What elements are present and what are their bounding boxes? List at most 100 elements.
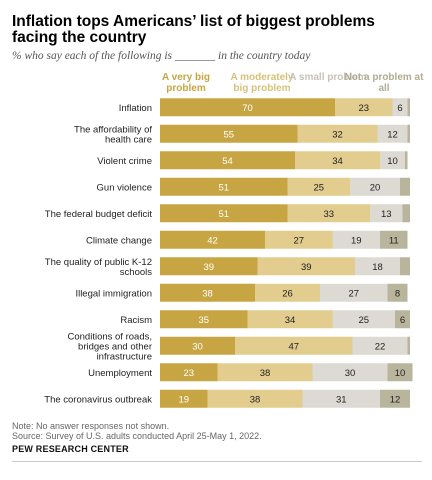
bar-segment (402, 204, 410, 223)
bar-segment (407, 124, 410, 143)
data-label: 23 (358, 103, 369, 114)
data-label: 12 (390, 394, 401, 405)
category-label: Violent crime (97, 156, 152, 167)
data-label: 12 (387, 129, 398, 140)
note-text: Note: No answer responses not shown. (12, 421, 170, 431)
divider (12, 461, 422, 462)
bar-segment (160, 151, 295, 170)
data-label: 34 (285, 315, 296, 326)
bar-segment (320, 283, 388, 302)
bar-segment (287, 204, 370, 223)
data-label: 35 (198, 315, 209, 326)
data-label: 18 (372, 262, 383, 273)
data-label: 51 (218, 182, 229, 193)
bar-segment (207, 389, 303, 408)
bar-segment (355, 257, 400, 276)
bar-segment (377, 124, 408, 143)
data-label: 13 (381, 209, 392, 220)
data-label: 38 (250, 394, 261, 405)
bar-segment (257, 257, 355, 276)
bar-segment (160, 204, 288, 223)
category-label: Climate change (86, 235, 152, 246)
data-label: 19 (351, 235, 362, 246)
data-label: 6 (400, 315, 405, 326)
data-label: 47 (288, 341, 299, 352)
bar-segment (400, 257, 410, 276)
data-label: 31 (336, 394, 347, 405)
bar-segment (160, 230, 265, 249)
data-label: 38 (202, 288, 213, 299)
data-label: 30 (345, 368, 356, 379)
bar-segment (247, 310, 333, 329)
org-label: PEW RESEARCH CENTER (12, 444, 129, 454)
bar-segment (350, 177, 400, 196)
data-label: 32 (332, 129, 343, 140)
bar-segment (160, 257, 258, 276)
category-label: Conditions of roads, bridges and other inf… (68, 331, 153, 362)
bar-segment (405, 151, 408, 170)
data-label: 42 (207, 235, 218, 246)
data-label: 26 (282, 288, 293, 299)
data-label: 10 (395, 368, 406, 379)
data-label: 8 (395, 288, 400, 299)
data-label: 54 (222, 156, 233, 167)
bar-segment (400, 177, 410, 196)
bar-segment (160, 310, 248, 329)
bar-segment (407, 336, 410, 355)
bar-segment (295, 151, 380, 170)
stacked-bar-chart: Inflation 70 23 6 The affordability of health… (44, 98, 413, 408)
data-label: 27 (293, 235, 304, 246)
bar-segment (370, 204, 403, 223)
bar-segment (287, 177, 350, 196)
bar-segment (302, 389, 380, 408)
bar-segment (297, 124, 378, 143)
bar-segment (335, 98, 393, 117)
category-label: The quality of public K-12 schools (45, 257, 152, 278)
bar-segment (312, 363, 388, 382)
data-label: 33 (323, 209, 334, 220)
source-text: Source: Survey of U.S. adults conducted … (12, 431, 262, 441)
category-label: Gun violence (97, 182, 152, 193)
category-label: The federal budget deficit (45, 209, 153, 220)
bar-segment (352, 336, 408, 355)
legend-small: A small problem (289, 72, 367, 83)
data-label: 27 (348, 288, 359, 299)
legend-not-a-problem: Not a problem at all (344, 72, 424, 94)
legend-very-big: A very big problem (162, 72, 210, 94)
category-label: Inflation (119, 103, 152, 114)
bar-segment (235, 336, 353, 355)
bar-segment (407, 98, 410, 117)
data-label: 20 (370, 182, 381, 193)
bar-segment (380, 389, 410, 408)
bar-segment (387, 283, 408, 302)
bar-segment (160, 177, 288, 196)
bar-segment (160, 363, 218, 382)
data-label: 10 (387, 156, 398, 167)
data-label: 22 (375, 341, 386, 352)
bar-segment (392, 98, 408, 117)
data-label: 39 (301, 262, 312, 273)
bar-segment (387, 363, 413, 382)
category-label: Unemployment (88, 368, 152, 379)
data-label: 30 (192, 341, 203, 352)
category-label: The coronavirus outbreak (44, 394, 152, 405)
data-label: 55 (223, 129, 234, 140)
bar-segment (160, 98, 335, 117)
category-label: Illegal immigration (75, 288, 152, 299)
data-label: 34 (332, 156, 343, 167)
data-label: 39 (203, 262, 214, 273)
legend-moderately-big: A moderately big problem (230, 72, 294, 94)
bar-segment (160, 124, 298, 143)
data-label: 70 (242, 103, 253, 114)
bar-segment (332, 230, 380, 249)
data-label: 23 (183, 368, 194, 379)
chart-subtitle: % who say each of the following is _____… (12, 50, 311, 62)
data-label: 25 (358, 315, 369, 326)
bar-segment (380, 151, 405, 170)
data-label: 38 (260, 368, 271, 379)
bar-segment (332, 310, 395, 329)
data-label: 6 (397, 103, 402, 114)
data-label: 51 (218, 209, 229, 220)
data-label: 25 (313, 182, 324, 193)
chart-title: Inflation tops Americans’ list of bigges… (12, 13, 375, 46)
